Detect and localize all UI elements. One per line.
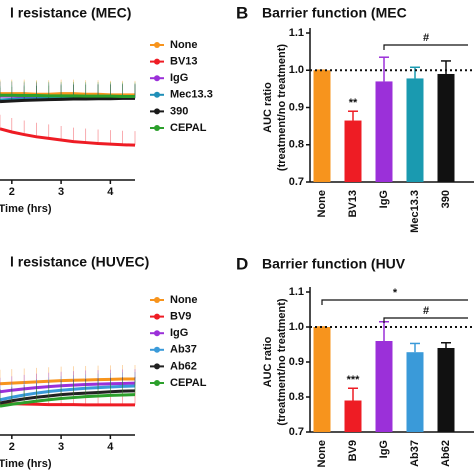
bar: [313, 70, 331, 182]
legend-marker: [154, 75, 160, 82]
x-tick-label: BV13: [347, 190, 359, 218]
y-tick-label: 1.0: [289, 64, 304, 76]
y-tick-label: 0.9: [289, 356, 304, 368]
y-axis-label: AUC ratio: [262, 82, 274, 133]
legend-label: CEPAL: [170, 122, 207, 134]
bar: [437, 73, 455, 182]
legend-marker: [154, 42, 160, 48]
bracket: [321, 299, 468, 305]
y-tick-label: 1.1: [289, 27, 304, 39]
line-series: [0, 393, 136, 408]
bracket-label: #: [423, 305, 429, 317]
bar: [313, 327, 331, 432]
y-axis-label: (treatment/no treatment): [276, 298, 288, 425]
legend-label: BV13: [170, 56, 198, 68]
chart-title: l resistance (MEC): [10, 5, 131, 21]
y-tick-label: 0.7: [289, 176, 304, 188]
bracket-label: *: [393, 287, 398, 299]
x-tick-label: Mec13.3: [409, 190, 421, 233]
bracket-label: #: [423, 32, 429, 44]
legend-label: CEPAL: [170, 377, 207, 389]
significance: **: [349, 97, 358, 109]
legend-marker: [154, 297, 160, 303]
bar: [344, 400, 362, 432]
legend-label: IgG: [170, 72, 188, 84]
legend-marker: [154, 346, 160, 353]
legend-label: None: [170, 39, 198, 51]
line-series: [0, 389, 136, 405]
bar: [375, 81, 393, 182]
legend-label: Ab62: [170, 360, 197, 372]
line-series: [0, 381, 136, 394]
legend-label: Mec13.3: [170, 89, 213, 101]
panel-label: D: [236, 254, 248, 273]
legend-label: None: [170, 294, 198, 306]
chart-title: l resistance (HUVEC): [10, 254, 149, 270]
chart-title: Barrier function (MEC: [262, 5, 407, 21]
x-tick-label: 2: [9, 186, 15, 198]
x-tick-label: 4: [107, 441, 114, 453]
x-axis-label: Time (hrs): [0, 458, 52, 470]
legend-marker: [154, 58, 160, 65]
legend-label: BV9: [170, 311, 191, 323]
x-tick-label: 4: [107, 186, 114, 198]
legend-marker: [154, 380, 160, 386]
legend-marker: [154, 330, 160, 337]
legend-marker: [154, 363, 160, 370]
x-tick-label: Ab62: [440, 440, 452, 467]
significance: ***: [347, 374, 361, 386]
legend-label: Ab37: [170, 344, 197, 356]
x-axis-label: Time (hrs): [0, 203, 52, 215]
legend-label: IgG: [170, 327, 188, 339]
x-tick-label: 3: [58, 186, 64, 198]
x-tick-label: None: [316, 440, 328, 468]
y-tick-label: 1.1: [289, 286, 304, 298]
legend-marker: [154, 125, 160, 131]
line-series: [0, 93, 135, 98]
line-series: [0, 377, 135, 386]
x-tick-label: BV9: [347, 440, 359, 461]
bar: [406, 78, 424, 182]
x-tick-label: IgG: [378, 440, 390, 458]
x-tick-label: 2: [9, 441, 15, 453]
line-series: [0, 96, 135, 104]
x-tick-label: 390: [440, 190, 452, 208]
bracket: [383, 44, 468, 50]
x-tick-label: Ab37: [409, 440, 421, 467]
bar: [437, 348, 455, 432]
y-tick-label: 0.8: [289, 391, 304, 403]
line-series: [0, 384, 136, 402]
y-tick-label: 0.8: [289, 139, 304, 151]
bar: [344, 120, 362, 182]
y-tick-label: 1.0: [289, 321, 304, 333]
legend-marker: [154, 313, 160, 320]
y-tick-label: 0.7: [289, 426, 304, 438]
panel-label: B: [236, 3, 248, 22]
bar: [375, 341, 393, 432]
line-series: [0, 127, 136, 147]
x-tick-label: None: [316, 190, 328, 218]
legend-label: 390: [170, 105, 188, 117]
y-axis-label: AUC ratio: [262, 336, 274, 387]
legend-marker: [154, 108, 160, 115]
y-axis-label: (treatment/no treatment): [276, 44, 288, 171]
bar: [406, 352, 424, 432]
chart-title: Barrier function (HUV: [262, 256, 406, 272]
x-tick-label: 3: [58, 441, 64, 453]
bracket: [383, 317, 468, 323]
x-tick-label: IgG: [378, 190, 390, 208]
legend-marker: [154, 91, 160, 98]
y-tick-label: 0.9: [289, 101, 304, 113]
